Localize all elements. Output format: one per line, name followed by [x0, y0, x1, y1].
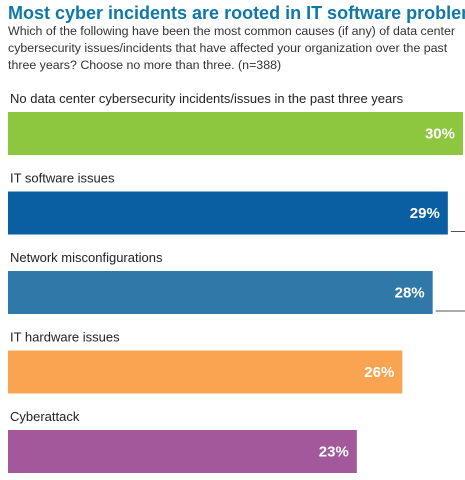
bar: [8, 430, 357, 473]
value-label: 26%: [364, 364, 394, 381]
category-label: No data center cybersecurity incidents/i…: [10, 91, 404, 106]
bar: [8, 191, 448, 235]
category-label: IT hardware issues: [10, 330, 120, 345]
category-label: IT software issues: [10, 171, 115, 186]
category-label: Network misconfigurations: [10, 250, 163, 265]
value-label: 30%: [425, 126, 455, 143]
bar: [8, 350, 403, 394]
value-label: 23%: [319, 444, 349, 461]
bar: [8, 271, 433, 314]
value-label: 28%: [395, 285, 425, 302]
value-label: 29%: [410, 205, 440, 222]
category-label: Cyberattack: [10, 409, 80, 424]
chart-title: Most cyber incidents are rooted in IT so…: [8, 3, 465, 23]
chart-subtitle: Which of the following have been the mos…: [8, 24, 455, 72]
bars-layer: No data center cybersecurity incidents/i…: [8, 91, 465, 473]
bar: [8, 112, 463, 155]
